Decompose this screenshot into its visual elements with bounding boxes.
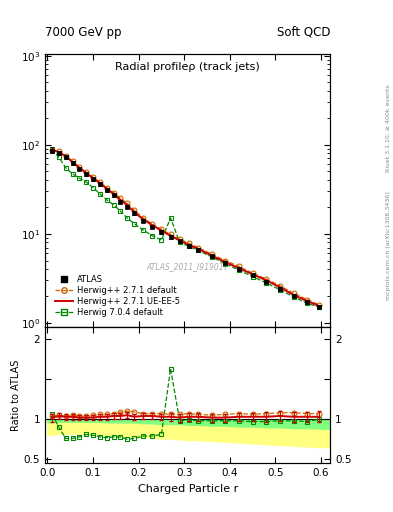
Legend: ATLAS, Herwig++ 2.7.1 default, Herwig++ 2.7.1 UE-EE-5, Herwig 7.0.4 default: ATLAS, Herwig++ 2.7.1 default, Herwig++ … — [52, 273, 183, 320]
Y-axis label: Ratio to ATLAS: Ratio to ATLAS — [11, 359, 21, 431]
Text: Soft QCD: Soft QCD — [277, 26, 330, 39]
Text: Radial profileρ (track jets): Radial profileρ (track jets) — [115, 62, 260, 72]
Text: Rivet 3.1.10, ≥ 400k events: Rivet 3.1.10, ≥ 400k events — [386, 84, 391, 172]
Text: 7000 GeV pp: 7000 GeV pp — [45, 26, 122, 39]
X-axis label: Charged Particle r: Charged Particle r — [138, 484, 238, 494]
Text: ATLAS_2011_I919017: ATLAS_2011_I919017 — [147, 262, 229, 271]
Text: mcplots.cern.ch [arXiv:1306.3436]: mcplots.cern.ch [arXiv:1306.3436] — [386, 191, 391, 300]
